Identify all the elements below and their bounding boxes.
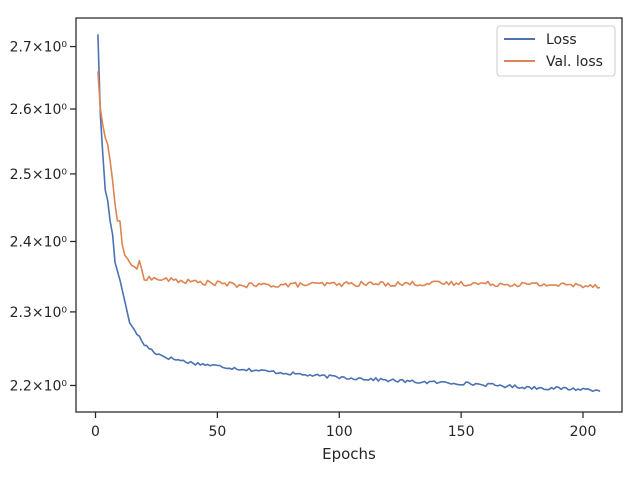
x-tick-label: 0 [91, 424, 100, 440]
plot-frame [75, 17, 623, 413]
x-tick-label: 200 [570, 424, 597, 440]
y-tick-label: 2.7×10⁰ [10, 40, 68, 56]
series-line-loss [97, 34, 601, 393]
legend-label-loss: Loss [546, 32, 577, 48]
x-tick-label: 150 [448, 424, 475, 440]
x-axis-label: Epochs [322, 445, 376, 463]
legend-label-val-loss: Val. loss [546, 54, 603, 70]
y-tick-label: 2.4×10⁰ [10, 234, 68, 250]
x-tick-label: 50 [208, 424, 226, 440]
y-tick-label: 2.5×10⁰ [10, 167, 68, 183]
y-tick-label: 2.3×10⁰ [10, 305, 68, 321]
y-tick-label: 2.2×10⁰ [10, 378, 68, 394]
plot-lines [97, 34, 601, 393]
series-line-val-loss [97, 71, 601, 289]
y-axis: 2.2×10⁰ 2.3×10⁰ 2.4×10⁰ 2.5×10⁰ 2.6×10⁰ 2.7×1… [10, 40, 76, 394]
x-axis: 0 50 100 150 200 [91, 412, 596, 440]
x-tick-label: 100 [326, 424, 353, 440]
y-tick-label: 2.6×10⁰ [10, 102, 68, 118]
legend: Loss Val. loss [496, 25, 616, 77]
